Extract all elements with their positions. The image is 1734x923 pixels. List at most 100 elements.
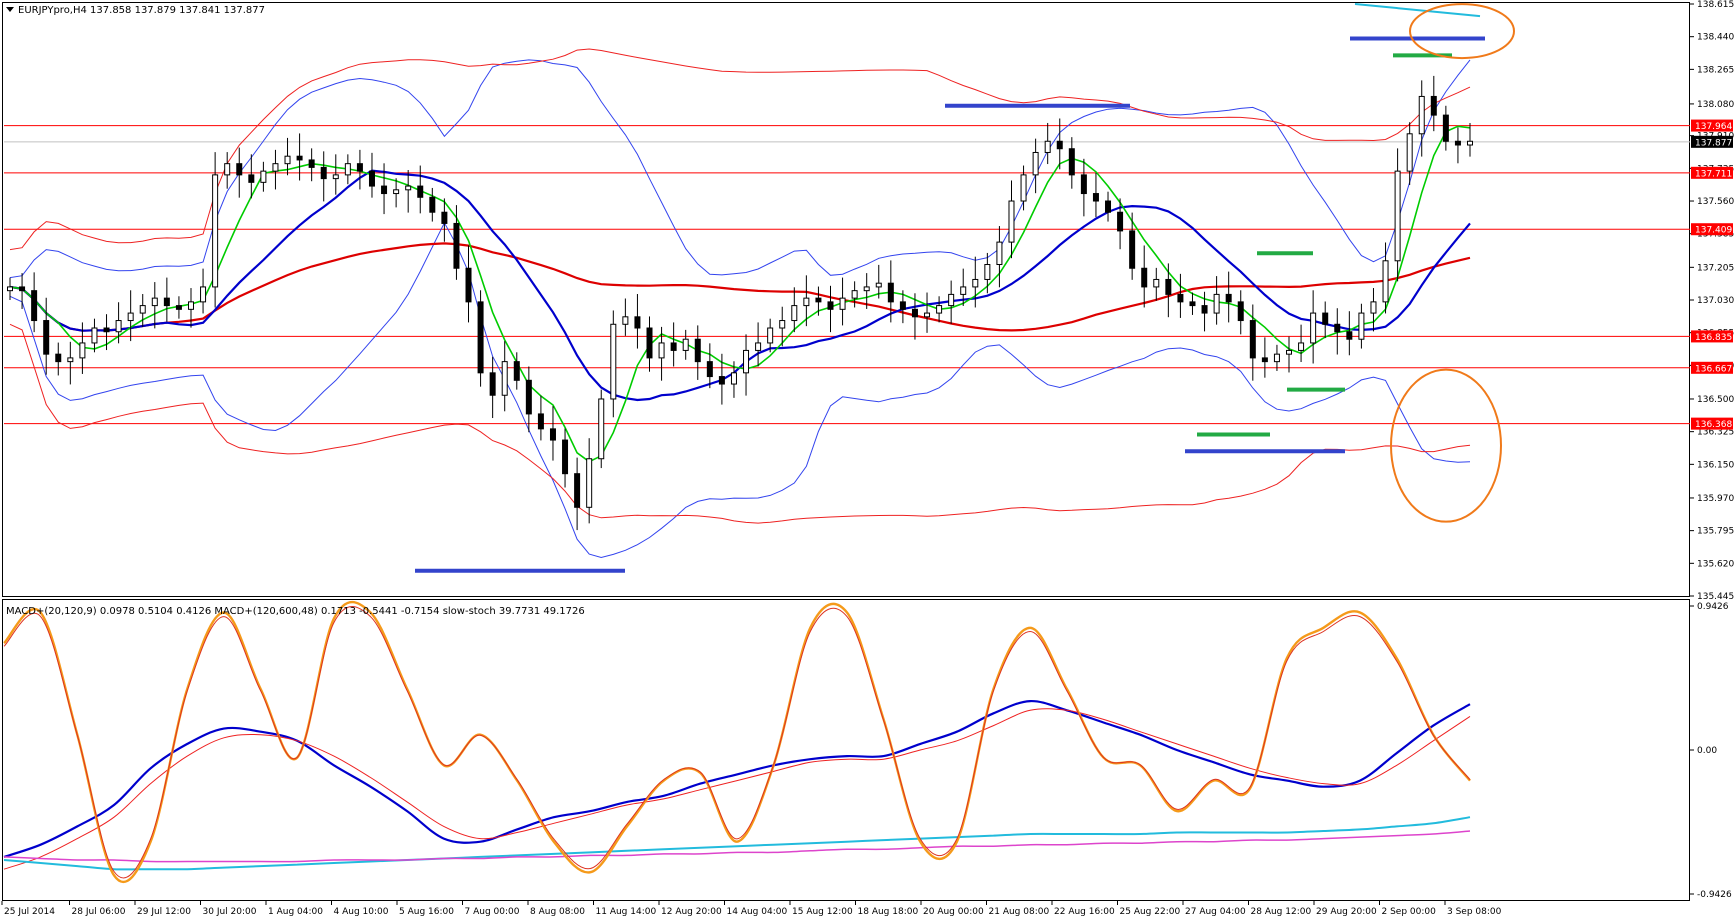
- candle-body-bear: [1080, 174, 1087, 195]
- candle-body-bear: [899, 301, 906, 310]
- price-tick-label: 135.970: [1697, 494, 1734, 504]
- candle: [429, 187, 436, 222]
- candle-body-bull: [67, 357, 74, 363]
- candle: [525, 366, 532, 433]
- level-price-label: 137.964: [1695, 122, 1732, 132]
- candle: [79, 322, 86, 374]
- candle-body-bear: [1129, 230, 1136, 269]
- candle: [899, 290, 906, 324]
- candle-body-bear: [634, 316, 641, 329]
- moving-average-red-line: [9, 242, 1471, 332]
- candle: [1189, 292, 1196, 315]
- candle: [1165, 263, 1172, 318]
- candle-body-bear: [320, 166, 327, 180]
- cyan-trend-line: [1354, 3, 1481, 18]
- candle-body-bull: [284, 155, 291, 165]
- candle-body-bull: [598, 398, 605, 460]
- level-price-label: 136.667: [1695, 364, 1732, 374]
- candle-body-bear: [1261, 357, 1268, 363]
- candle: [948, 280, 955, 324]
- candle: [996, 226, 1003, 288]
- candle: [694, 325, 701, 380]
- candle-body-bear: [574, 473, 581, 508]
- candle-body-bull: [79, 342, 86, 359]
- price-tick-label: 137.205: [1697, 263, 1734, 273]
- time-tick-label: 12 Aug 20:00: [661, 907, 722, 917]
- candle: [260, 161, 267, 192]
- time-tick-label: 29 Aug 20:00: [1316, 907, 1377, 917]
- candle-body-bull: [1358, 312, 1365, 340]
- candle: [1467, 122, 1473, 157]
- time-tick-label: 20 Aug 00:00: [923, 907, 984, 917]
- candle-body-bear: [175, 305, 182, 310]
- candle-body-bear: [55, 353, 62, 363]
- candle-body-bull: [501, 361, 508, 396]
- candle: [1286, 336, 1293, 373]
- candle: [236, 147, 243, 198]
- candle: [67, 341, 74, 385]
- candle: [718, 353, 725, 405]
- candle: [393, 178, 400, 208]
- candle: [706, 343, 713, 389]
- candle-body-bear: [706, 361, 713, 378]
- macd-fast-line: [3, 699, 1471, 858]
- candle: [1261, 337, 1268, 378]
- candle: [115, 302, 122, 344]
- candle: [224, 152, 231, 189]
- candle: [911, 293, 918, 340]
- slow-stoch-line: [3, 600, 1471, 884]
- indicator-tick-label: -0.9426: [1697, 890, 1732, 900]
- candle-body-bear: [513, 361, 520, 381]
- candle-body-bull: [7, 286, 13, 292]
- candle: [381, 163, 388, 215]
- candle: [610, 310, 617, 418]
- candle-body-bear: [296, 155, 303, 161]
- candle-body-bear: [43, 320, 50, 355]
- candle: [1044, 122, 1051, 165]
- symbol-readout: EURJPYpro,H4 137.858 137.879 137.841 137…: [18, 5, 265, 16]
- time-tick-label: 25 Jul 2014: [4, 907, 55, 917]
- candle: [574, 457, 581, 531]
- candle-body-bull: [936, 305, 943, 314]
- candle-body-bear: [248, 174, 255, 183]
- candle: [634, 294, 641, 349]
- candle-body-bull: [875, 282, 882, 288]
- candle: [743, 334, 750, 396]
- candle: [755, 322, 762, 367]
- candle-body-bull: [972, 278, 979, 288]
- candle-body-bull: [1044, 140, 1051, 153]
- candle-body-bear: [1177, 293, 1184, 303]
- candle-body-bear: [646, 327, 653, 359]
- bollinger-lower-line: [9, 221, 1471, 559]
- time-tick-label: 3 Sep 08:00: [1447, 907, 1502, 917]
- envelope-upper-line: [9, 48, 1471, 251]
- candle-body-bull: [863, 286, 870, 292]
- candle: [1117, 198, 1124, 250]
- candle: [1032, 138, 1039, 194]
- time-tick-label: 2 Sep 00:00: [1382, 907, 1437, 917]
- candle: [1418, 80, 1425, 157]
- candle-body-bear: [465, 267, 472, 303]
- time-tick-label: 15 Aug 12:00: [792, 907, 853, 917]
- candle-body-bear: [1201, 305, 1208, 314]
- dropdown-triangle-icon[interactable]: [6, 7, 14, 12]
- candle: [55, 342, 62, 376]
- candle-body-bull: [586, 458, 593, 508]
- candle: [1346, 311, 1353, 356]
- candle: [1008, 180, 1015, 259]
- candle: [936, 296, 943, 323]
- candle-body-bear: [31, 290, 38, 322]
- candle: [658, 326, 665, 381]
- candle-body-bull: [743, 349, 750, 374]
- candle: [1080, 158, 1087, 217]
- candle: [356, 149, 363, 190]
- time-tick-label: 1 Aug 04:00: [268, 907, 323, 917]
- candle-body-bear: [1092, 193, 1099, 202]
- candle: [1092, 173, 1099, 218]
- candle-body-bull: [200, 286, 207, 303]
- price-tick-label: 135.445: [1697, 592, 1734, 602]
- candle-body-bear: [1068, 148, 1075, 176]
- candle: [598, 389, 605, 469]
- candle: [175, 296, 182, 319]
